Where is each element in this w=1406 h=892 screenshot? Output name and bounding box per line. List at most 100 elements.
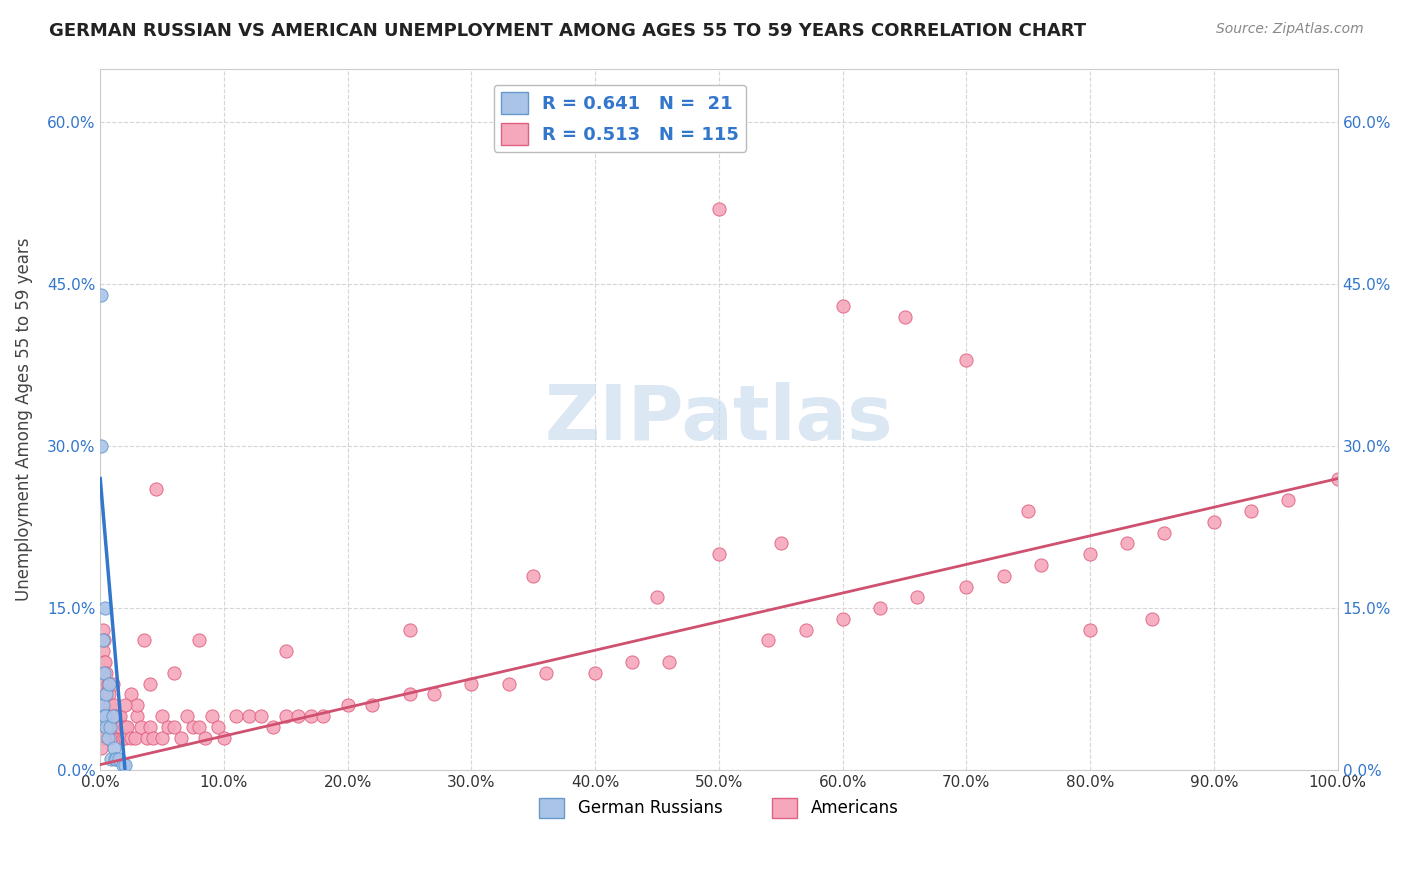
Point	[91, 633, 114, 648]
Point	[96, 665, 118, 680]
Point	[831, 299, 853, 313]
Point	[90, 288, 112, 302]
Point	[91, 698, 114, 713]
Point	[621, 655, 644, 669]
Point	[127, 698, 149, 713]
Point	[194, 731, 217, 745]
Point	[312, 709, 335, 723]
Point	[139, 676, 162, 690]
Text: ZIPatlas: ZIPatlas	[544, 383, 893, 457]
Point	[96, 709, 118, 723]
Point	[398, 623, 420, 637]
Point	[101, 720, 124, 734]
Point	[97, 720, 120, 734]
Point	[150, 731, 173, 745]
Point	[110, 720, 132, 734]
Point	[163, 665, 186, 680]
Point	[96, 720, 118, 734]
Point	[1277, 493, 1299, 508]
Point	[139, 720, 162, 734]
Point	[108, 709, 131, 723]
Point	[117, 720, 139, 734]
Point	[955, 352, 977, 367]
Point	[97, 688, 120, 702]
Point	[90, 688, 112, 702]
Point	[142, 731, 165, 745]
Point	[103, 741, 125, 756]
Point	[94, 688, 117, 702]
Point	[955, 580, 977, 594]
Point	[91, 676, 114, 690]
Point	[201, 709, 224, 723]
Point	[101, 709, 124, 723]
Point	[97, 676, 120, 690]
Point	[423, 688, 446, 702]
Point	[274, 644, 297, 658]
Point	[94, 709, 117, 723]
Point	[157, 720, 180, 734]
Y-axis label: Unemployment Among Ages 55 to 59 years: Unemployment Among Ages 55 to 59 years	[15, 237, 32, 601]
Point	[794, 623, 817, 637]
Point	[769, 536, 792, 550]
Point	[127, 709, 149, 723]
Point	[103, 698, 125, 713]
Point	[1326, 472, 1348, 486]
Point	[299, 709, 322, 723]
Point	[1029, 558, 1052, 572]
Point	[129, 720, 152, 734]
Point	[90, 633, 112, 648]
Point	[111, 731, 134, 745]
Point	[124, 731, 146, 745]
Point	[91, 644, 114, 658]
Point	[170, 731, 193, 745]
Point	[108, 752, 131, 766]
Point	[101, 709, 124, 723]
Point	[96, 688, 118, 702]
Point	[893, 310, 915, 324]
Point	[136, 731, 159, 745]
Point	[107, 709, 129, 723]
Point	[645, 591, 668, 605]
Point	[93, 676, 115, 690]
Point	[460, 676, 482, 690]
Point	[132, 633, 155, 648]
Point	[707, 547, 730, 561]
Point	[114, 757, 136, 772]
Point	[263, 720, 285, 734]
Point	[108, 720, 131, 734]
Point	[176, 709, 198, 723]
Point	[758, 633, 780, 648]
Point	[398, 688, 420, 702]
Point	[93, 633, 115, 648]
Text: Source: ZipAtlas.com: Source: ZipAtlas.com	[1216, 22, 1364, 37]
Point	[993, 568, 1015, 582]
Point	[1078, 547, 1101, 561]
Point	[97, 709, 120, 723]
Point	[93, 709, 115, 723]
Point	[1078, 623, 1101, 637]
Point	[188, 633, 211, 648]
Point	[238, 709, 260, 723]
Point	[225, 709, 247, 723]
Point	[114, 698, 136, 713]
Point	[98, 698, 121, 713]
Point	[105, 752, 128, 766]
Point	[105, 720, 128, 734]
Point	[1153, 525, 1175, 540]
Point	[97, 676, 120, 690]
Point	[274, 709, 297, 723]
Point	[94, 601, 117, 615]
Point	[522, 568, 544, 582]
Point	[1017, 504, 1039, 518]
Point	[114, 731, 136, 745]
Point	[104, 709, 127, 723]
Point	[120, 731, 142, 745]
Point	[111, 757, 134, 772]
Point	[1240, 504, 1263, 518]
Point	[94, 655, 117, 669]
Point	[90, 439, 112, 453]
Point	[90, 665, 112, 680]
Point	[1140, 612, 1163, 626]
Point	[658, 655, 681, 669]
Point	[114, 720, 136, 734]
